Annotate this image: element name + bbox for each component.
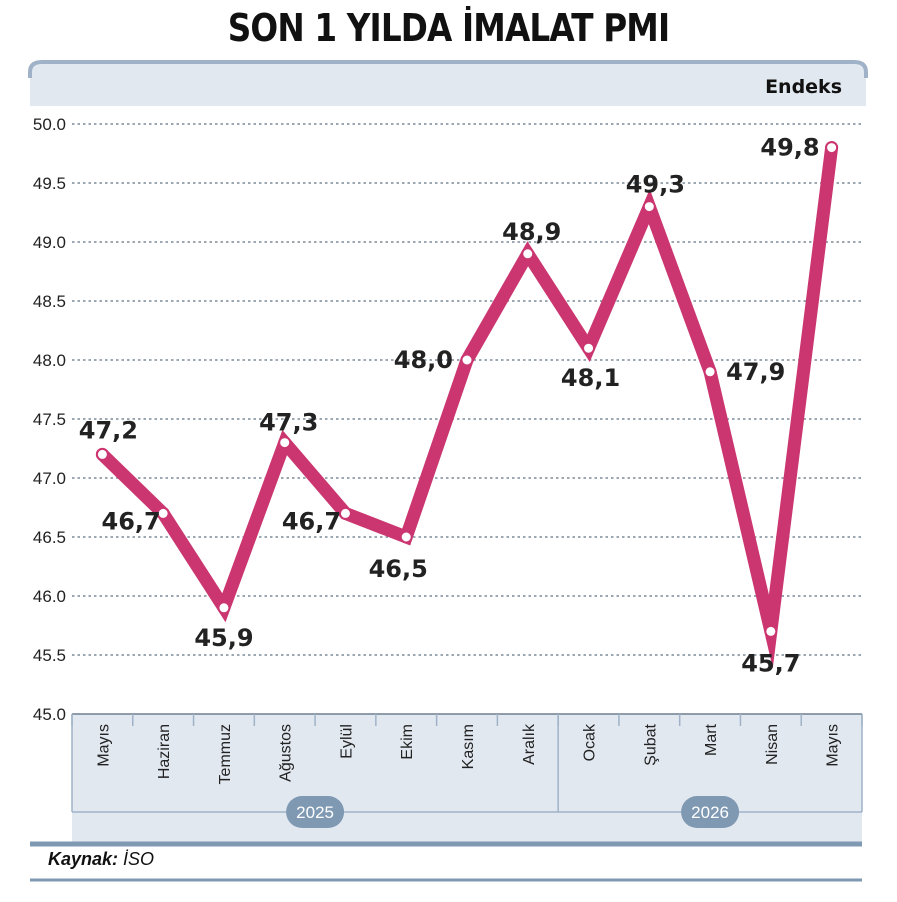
data-label: 46,7 <box>282 507 341 535</box>
data-label: 47,9 <box>726 358 785 386</box>
grid-lines <box>72 123 862 715</box>
y-tick-label: 49.5 <box>33 174 66 193</box>
x-tick-label: Şubat <box>642 723 659 765</box>
data-point <box>703 365 717 379</box>
x-tick-label: Kasım <box>460 724 477 769</box>
data-label: 48,1 <box>561 364 620 392</box>
source-value: İSO <box>123 849 155 869</box>
y-tick-label: 47.5 <box>33 410 66 429</box>
year-label: 2025 <box>296 803 334 822</box>
x-tick-label: Nisan <box>764 724 781 765</box>
header-band <box>30 62 866 106</box>
y-tick-label: 47.0 <box>33 469 66 488</box>
x-tick-label: Mayıs <box>825 724 842 767</box>
data-point <box>460 353 474 367</box>
y-tick-label: 50.0 <box>33 115 66 134</box>
data-point <box>217 601 231 615</box>
data-point <box>278 436 292 450</box>
year-badge <box>681 796 740 828</box>
y-tick-label: 45.5 <box>33 646 66 665</box>
x-tick-label: Mart <box>703 723 720 756</box>
x-tick-label: Ocak <box>582 723 599 761</box>
series-pmi <box>95 141 839 669</box>
data-point <box>825 141 839 155</box>
data-label: 46,5 <box>369 555 428 583</box>
chart-title: SON 1 YILDA İMALAT PMI <box>227 6 670 50</box>
header-rule <box>28 60 868 78</box>
y-axis-ticks: 45.0 45.5 46.0 46.5 47.0 47.5 48.0 48.5 49.0 49.5… <box>33 115 66 724</box>
data-point <box>156 506 170 520</box>
y-tick-label: 48.5 <box>33 292 66 311</box>
data-label: 47,3 <box>259 409 318 437</box>
x-tick-label: Aralık <box>521 723 538 765</box>
source-label: Kaynak: <box>48 849 119 869</box>
series-line <box>95 141 839 669</box>
data-point <box>95 447 109 461</box>
data-labels: 47,2 46,7 45,9 47,3 46,7 46,5 48,0 48,9 48,1 49,3… <box>79 134 820 678</box>
y-tick-label: 49.0 <box>33 233 66 252</box>
year-badge <box>286 796 345 828</box>
data-point <box>521 247 535 261</box>
y-tick-label: 46.0 <box>33 587 66 606</box>
x-tick-label: Temmuz <box>217 724 234 784</box>
data-label: 49,3 <box>626 171 685 199</box>
unit-label: Endeks <box>765 76 842 98</box>
x-tick-label: Mayıs <box>95 724 112 767</box>
data-point <box>764 624 778 638</box>
y-tick-label: 46.5 <box>33 528 66 547</box>
x-tick-label: Haziran <box>156 724 173 779</box>
data-label: 49,8 <box>760 134 819 162</box>
data-label: 48,0 <box>394 346 453 374</box>
x-tick-label: Ekim <box>399 724 416 760</box>
x-tick-label: Ağustos <box>278 724 295 782</box>
x-axis: Mayıs Haziran Temmuz Ağustos Eylül Ekim Kasım A… <box>71 714 863 828</box>
data-label: 48,9 <box>502 218 561 246</box>
year-label: 2026 <box>691 803 729 822</box>
y-tick-label: 45.0 <box>33 705 66 724</box>
data-point <box>399 530 413 544</box>
data-label: 46,7 <box>102 507 161 535</box>
data-label: 45,9 <box>194 624 253 652</box>
y-tick-label: 48.0 <box>33 351 66 370</box>
data-point <box>582 341 596 355</box>
data-label: 47,2 <box>79 416 138 444</box>
data-point <box>642 200 656 214</box>
x-tick-label: Eylül <box>338 724 355 759</box>
data-label: 45,7 <box>741 649 800 677</box>
data-point <box>338 506 352 520</box>
source-note: Kaynak: İSO <box>48 849 154 870</box>
